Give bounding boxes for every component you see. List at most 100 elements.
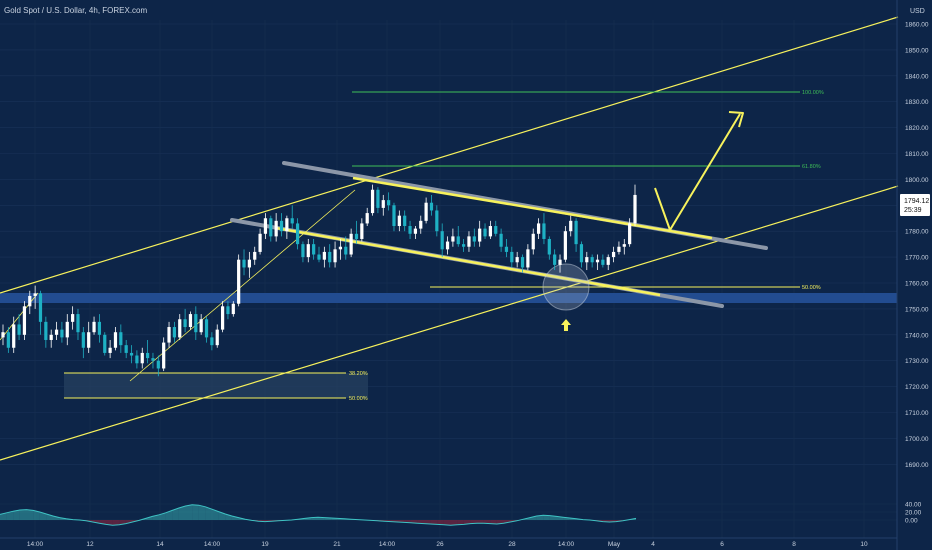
candle-body-32 — [172, 327, 176, 338]
fib-label-1: 61.80% — [802, 164, 821, 170]
osc-area-74 — [490, 520, 497, 524]
price-tick-8: 1770.00 — [905, 255, 929, 262]
support-zone — [0, 293, 897, 303]
symbol-title: Gold Spot / U.S. Dollar, 4h, FOREX.com — [4, 6, 148, 15]
candle-body-9 — [49, 334, 53, 340]
candle-body-98 — [526, 249, 530, 268]
candle-body-66 — [354, 233, 359, 239]
time-tick-13: 8 — [792, 541, 796, 548]
candle-body-54 — [290, 218, 294, 224]
candle-body-33 — [178, 319, 182, 338]
candle-body-7 — [38, 293, 43, 322]
osc-area-64 — [424, 520, 431, 524]
osc-tick-0: 40.00 — [905, 502, 922, 509]
fib-label-2: 50.00% — [802, 285, 821, 291]
candle-body-112 — [601, 259, 605, 265]
candle-body-24 — [129, 352, 134, 356]
candle-body-85 — [456, 236, 460, 245]
candle-body-35 — [188, 314, 193, 328]
osc-area-17 — [112, 520, 120, 526]
candle-body-87 — [467, 236, 471, 247]
osc-area-29 — [192, 504, 199, 520]
osc-area-69 — [457, 520, 464, 525]
candle-body-64 — [344, 246, 348, 255]
candle-body-40 — [215, 329, 219, 346]
grid-lines — [0, 20, 897, 538]
candle-body-92 — [494, 226, 498, 234]
price-tick-2: 1710.00 — [905, 410, 929, 417]
time-tick-10: May — [608, 541, 621, 548]
osc-area-3 — [19, 509, 27, 520]
time-tick-3: 14:00 — [204, 541, 221, 548]
candle-body-52 — [279, 220, 284, 232]
osc-area-72 — [477, 520, 484, 524]
candle-body-17 — [92, 321, 96, 333]
candle-body-82 — [440, 231, 444, 250]
osc-area-73 — [483, 520, 491, 524]
osc-area-31 — [205, 506, 212, 520]
osc-area-71 — [470, 520, 477, 524]
candle-body-88 — [472, 236, 476, 242]
price-tick-0: 1690.00 — [905, 462, 929, 469]
candle-body-65 — [349, 233, 353, 255]
candle-body-80 — [429, 202, 434, 211]
price-badge: 1794.12 25:39 — [900, 194, 930, 216]
candle-body-26 — [140, 352, 144, 364]
osc-area-66 — [437, 520, 444, 525]
candle-body-46 — [247, 259, 251, 268]
candle-body-13 — [71, 314, 75, 322]
time-tick-7: 26 — [436, 541, 444, 548]
osc-area-82 — [543, 515, 550, 520]
candle-body-47 — [253, 251, 257, 260]
time-tick-2: 14 — [156, 541, 164, 548]
candle-body-111 — [595, 259, 600, 263]
candle-body-102 — [547, 238, 551, 255]
candle-body-109 — [585, 257, 589, 263]
candle-body-0 — [1, 332, 5, 338]
time-tick-4: 19 — [261, 541, 269, 548]
candle-body-91 — [488, 226, 492, 237]
candle-body-56 — [301, 244, 305, 258]
candle-body-31 — [167, 327, 171, 343]
candle-body-94 — [504, 246, 509, 252]
candle-body-105 — [563, 231, 567, 260]
currency-label: USD — [910, 8, 925, 15]
osc-area-26 — [172, 508, 179, 520]
candle-body-114 — [611, 251, 616, 258]
candle-body-57 — [306, 244, 310, 258]
time-tick-11: 4 — [651, 541, 655, 548]
osc-area-63 — [417, 520, 424, 524]
time-tick-6: 14:00 — [379, 541, 396, 548]
price-tick-12: 1810.00 — [905, 151, 929, 158]
price-tick-14: 1830.00 — [905, 99, 929, 106]
candle-body-42 — [226, 306, 230, 315]
candle-body-44 — [237, 259, 241, 304]
trend-drawings — [0, 16, 899, 461]
price-tick-11: 1800.00 — [905, 177, 929, 184]
up-arrow-icon — [561, 319, 571, 331]
candle-body-100 — [536, 223, 541, 234]
candle-body-71 — [381, 200, 385, 208]
time-tick-1: 12 — [86, 541, 94, 548]
osc-area-27 — [178, 506, 186, 520]
candle-body-28 — [151, 358, 155, 361]
candle-body-39 — [210, 337, 214, 346]
candle-body-69 — [370, 189, 375, 214]
candle-body-67 — [360, 223, 364, 239]
flag-lower-yellow — [275, 226, 661, 297]
candle-body-110 — [590, 257, 594, 263]
candle-body-76 — [408, 226, 412, 234]
projection-arrowhead — [728, 111, 744, 128]
candle-body-18 — [97, 321, 102, 335]
candle-body-6 — [33, 293, 37, 296]
candle-body-61 — [328, 251, 332, 263]
osc-area-30 — [198, 505, 206, 520]
candle-body-14 — [76, 314, 80, 333]
candle-body-72 — [387, 200, 391, 206]
candle-body-68 — [365, 213, 369, 224]
osc-line — [0, 504, 637, 526]
price-tick-1: 1700.00 — [905, 436, 929, 443]
